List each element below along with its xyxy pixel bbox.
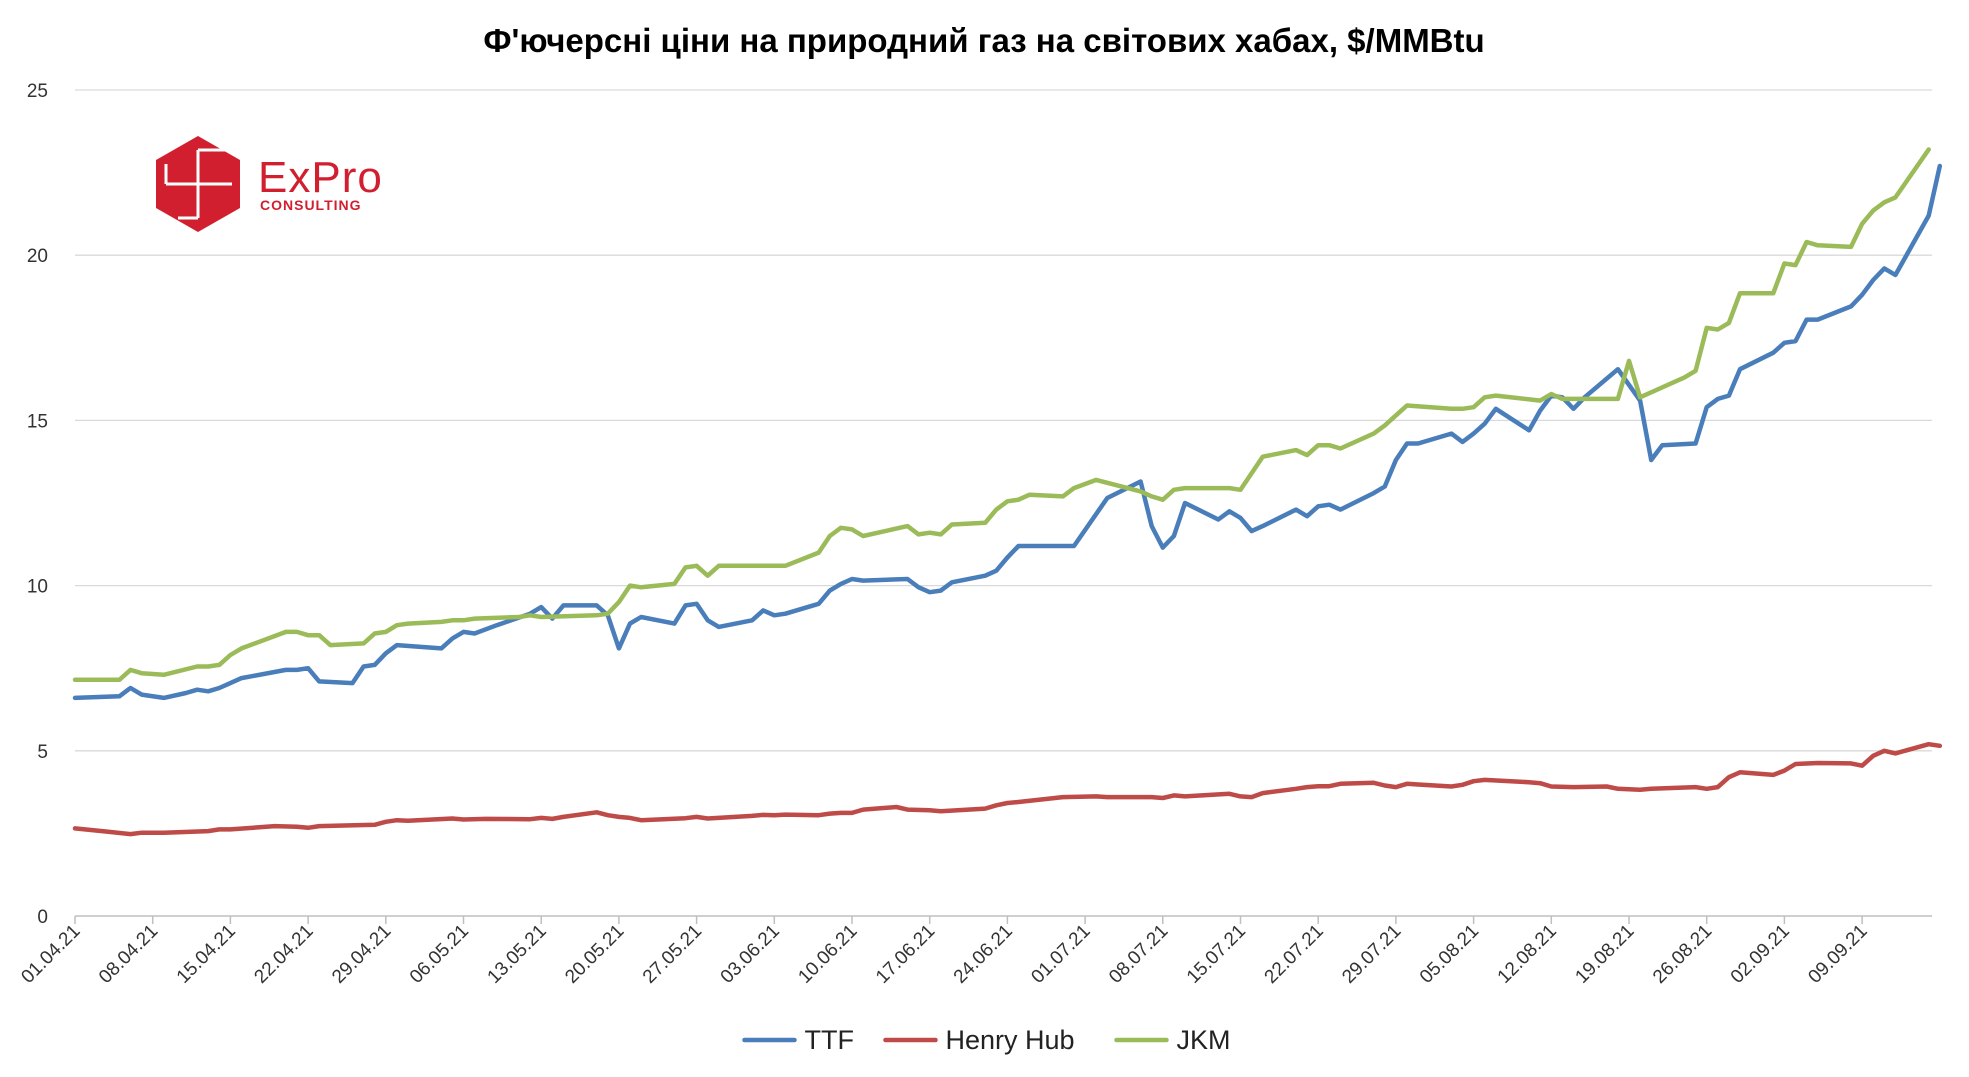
legend-label: JKM bbox=[1177, 1025, 1231, 1055]
y-tick-label: 25 bbox=[27, 81, 48, 102]
series-line-jkm bbox=[72, 147, 1931, 683]
y-tick-label: 15 bbox=[27, 411, 48, 432]
y-tick-label: 10 bbox=[27, 577, 48, 598]
legend-item-ttf: TTF bbox=[742, 1025, 854, 1055]
legend-item-henry-hub: Henry Hub bbox=[883, 1025, 1075, 1055]
series-lines bbox=[72, 147, 1943, 837]
expro-logo: ExPro CONSULTING bbox=[156, 136, 383, 232]
y-tick-label: 5 bbox=[37, 742, 48, 763]
y-axis: 0 5 10 15 20 25 bbox=[27, 81, 48, 928]
legend: TTF Henry Hub JKM bbox=[742, 1025, 1231, 1055]
series-line-ttf bbox=[72, 163, 1943, 701]
y-tick-label: 0 bbox=[37, 907, 48, 928]
legend-label: TTF bbox=[805, 1025, 854, 1055]
y-tick-label: 20 bbox=[27, 246, 48, 267]
legend-label: Henry Hub bbox=[946, 1025, 1075, 1055]
logo-subtitle: CONSULTING bbox=[260, 197, 362, 213]
legend-item-jkm: JKM bbox=[1114, 1025, 1231, 1055]
grid bbox=[75, 89, 1932, 752]
logo-name: ExPro bbox=[258, 153, 383, 202]
chart-title: Ф'ючерсні ціни на природний газ на світо… bbox=[483, 22, 1484, 59]
hexagon-logo-icon bbox=[156, 136, 240, 232]
series-line-henry-hub bbox=[72, 741, 1943, 837]
